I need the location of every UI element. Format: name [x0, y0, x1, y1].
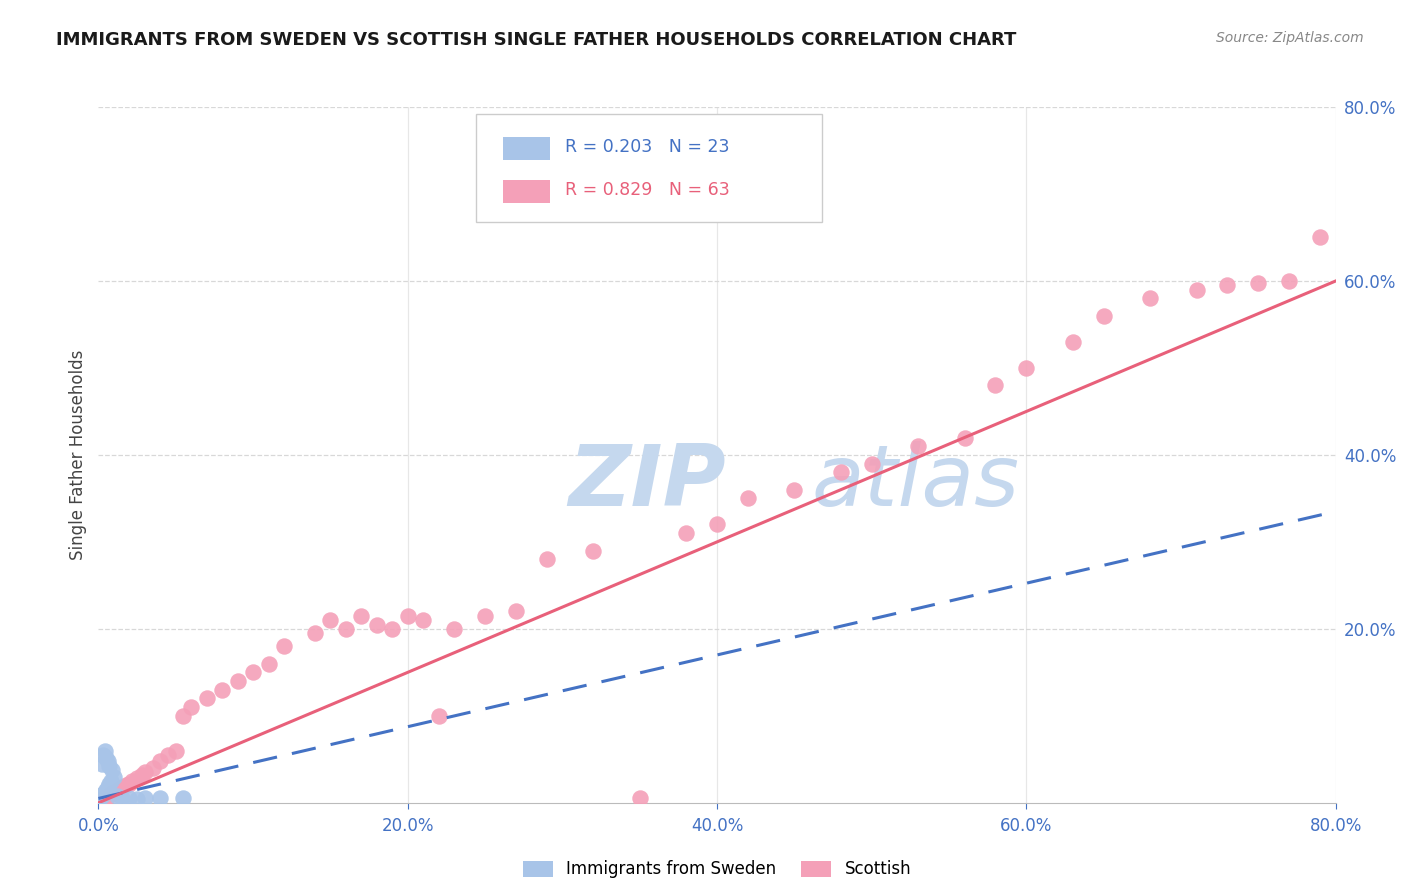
Point	[195, 691, 218, 706]
Point	[90, 756, 112, 771]
Point	[427, 708, 450, 723]
Point	[134, 765, 156, 780]
Point	[105, 789, 128, 803]
Point	[91, 747, 114, 762]
Point	[111, 790, 134, 805]
Text: R = 0.829   N = 63: R = 0.829 N = 63	[565, 181, 730, 199]
Point	[706, 517, 728, 532]
Point	[381, 622, 404, 636]
Text: Source: ZipAtlas.com: Source: ZipAtlas.com	[1216, 31, 1364, 45]
Point	[103, 770, 125, 784]
Point	[142, 761, 165, 775]
Point	[180, 700, 202, 714]
Point	[100, 774, 122, 789]
Point	[98, 777, 121, 791]
Text: atlas: atlas	[811, 442, 1019, 524]
Point	[98, 759, 121, 773]
Point	[737, 491, 759, 506]
Point	[149, 790, 172, 805]
Point	[131, 768, 153, 782]
Point	[1216, 278, 1239, 293]
Point	[675, 526, 697, 541]
Point	[149, 754, 172, 768]
Point	[101, 763, 124, 777]
Point	[111, 780, 134, 794]
Point	[226, 674, 249, 689]
Point	[1185, 283, 1208, 297]
Point	[165, 744, 187, 758]
Point	[907, 439, 929, 453]
Point	[173, 708, 195, 723]
Point	[1139, 291, 1161, 305]
Point	[536, 552, 558, 566]
Point	[89, 791, 111, 805]
Point	[90, 792, 112, 806]
Text: R = 0.203   N = 23: R = 0.203 N = 23	[565, 137, 730, 155]
Point	[1062, 334, 1084, 349]
Point	[101, 786, 124, 800]
Point	[412, 613, 434, 627]
Legend: Immigrants from Sweden, Scottish: Immigrants from Sweden, Scottish	[516, 854, 918, 885]
Point	[96, 782, 118, 797]
Point	[830, 466, 852, 480]
Point	[98, 788, 121, 802]
Point	[783, 483, 806, 497]
Point	[335, 622, 357, 636]
Point	[127, 772, 149, 786]
Point	[1309, 230, 1331, 244]
Point	[91, 791, 114, 805]
Point	[127, 792, 149, 806]
Point	[118, 777, 141, 791]
Y-axis label: Single Father Households: Single Father Households	[69, 350, 87, 560]
Bar	[503, 180, 550, 203]
Point	[89, 794, 111, 808]
Point	[273, 639, 295, 653]
Point	[93, 785, 115, 799]
Point	[1247, 276, 1270, 290]
Point	[474, 608, 496, 623]
Point	[984, 378, 1007, 392]
Point	[1278, 274, 1301, 288]
Point	[366, 617, 388, 632]
Point	[121, 774, 143, 789]
Point	[157, 747, 180, 762]
Point	[90, 789, 112, 803]
FancyBboxPatch shape	[475, 114, 823, 222]
Point	[96, 750, 118, 764]
Point	[257, 657, 280, 671]
Point	[443, 622, 465, 636]
Point	[96, 789, 118, 804]
Point	[505, 605, 527, 619]
Point	[115, 778, 138, 792]
Point	[100, 787, 122, 801]
Point	[103, 785, 125, 799]
Point	[93, 744, 115, 758]
Point	[396, 608, 419, 623]
Point	[105, 782, 128, 797]
Text: IMMIGRANTS FROM SWEDEN VS SCOTTISH SINGLE FATHER HOUSEHOLDS CORRELATION CHART: IMMIGRANTS FROM SWEDEN VS SCOTTISH SINGL…	[56, 31, 1017, 49]
Point	[319, 613, 342, 627]
Point	[860, 457, 883, 471]
Bar	[503, 136, 550, 160]
Point	[953, 431, 976, 445]
Point	[173, 791, 195, 805]
Point	[93, 790, 115, 805]
Point	[118, 791, 141, 805]
Point	[97, 780, 120, 794]
Point	[97, 789, 120, 803]
Point	[628, 791, 651, 805]
Point	[97, 754, 120, 768]
Point	[1092, 309, 1115, 323]
Point	[350, 608, 373, 623]
Point	[91, 787, 114, 801]
Point	[304, 626, 326, 640]
Point	[134, 791, 156, 805]
Point	[242, 665, 264, 680]
Point	[1015, 360, 1038, 375]
Text: ZIP: ZIP	[568, 442, 727, 524]
Point	[211, 682, 233, 697]
Point	[582, 543, 605, 558]
